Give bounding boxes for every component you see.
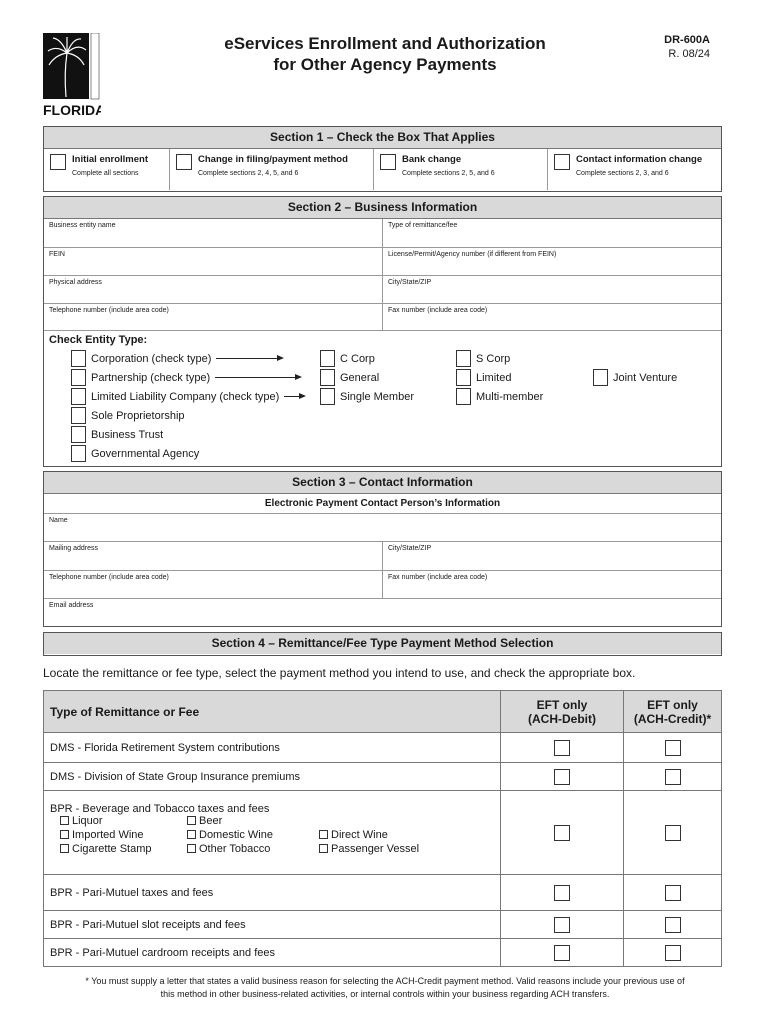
contact-city-field[interactable]: City/State/ZIP (382, 542, 721, 570)
ach-debit-checkbox[interactable] (554, 824, 570, 841)
ach-debit-checkbox[interactable] (554, 768, 570, 785)
table-row: BPR - Pari-Mutuel cardroom receipts and … (43, 938, 722, 967)
sub-passenger-vessel[interactable]: Passenger Vessel (319, 843, 439, 855)
entity-partnership[interactable]: Partnership (check type) (71, 369, 303, 386)
option-initial-enrollment[interactable]: Initial enrollment Complete all sections (44, 149, 169, 190)
table-row: DMS - Division of State Group Insurance … (43, 762, 722, 791)
section-4-title: Section 4 – Remittance/Fee Type Payment … (44, 633, 721, 654)
physical-address-field[interactable]: Physical address (49, 279, 102, 286)
entity-llc[interactable]: Limited Liability Company (check type) (71, 388, 307, 405)
entity-corporation[interactable]: Corporation (check type) (71, 350, 285, 367)
footnote: * You must supply a letter that states a… (85, 976, 685, 999)
section-1: Section 1 – Check the Box That Applies I… (43, 126, 722, 192)
fein-field[interactable]: FEIN (49, 251, 65, 258)
sub-imported-wine[interactable]: Imported Wine (60, 829, 187, 841)
type-c-corp[interactable]: C Corp (320, 350, 375, 367)
section-1-title: Section 1 – Check the Box That Applies (44, 127, 721, 149)
ach-debit-checkbox[interactable] (554, 739, 570, 756)
col-ach-debit: EFT only (ACH-Debit) (500, 690, 624, 733)
type-single-member[interactable]: Single Member (320, 388, 414, 405)
checkbox[interactable] (380, 154, 396, 170)
section-2: Section 2 – Business Information Busines… (43, 196, 722, 467)
remittance-table: Type of Remittance or Fee EFT only (ACH-D… (43, 690, 722, 967)
option-change-filing[interactable]: Change in filing/payment method Complete … (169, 149, 373, 190)
type-general[interactable]: General (320, 369, 379, 386)
option-bank-change[interactable]: Bank change Complete sections 2, 5, and 6 (373, 149, 547, 190)
type-multi-member[interactable]: Multi-member (456, 388, 543, 405)
section-4: Section 4 – Remittance/Fee Type Payment … (43, 632, 722, 656)
business-name-field[interactable]: Business entity name (49, 222, 116, 229)
ach-debit-checkbox[interactable] (554, 944, 570, 961)
ach-credit-checkbox[interactable] (664, 739, 681, 756)
logo-text: FLORIDA (43, 102, 101, 117)
col-ach-credit: EFT only (ACH-Credit)* (623, 690, 722, 733)
license-number-field[interactable]: License/Permit/Agency number (if differe… (382, 248, 721, 275)
contact-telephone-field[interactable]: Telephone number (include area code) (49, 574, 169, 581)
col-type: Type of Remittance or Fee (43, 690, 501, 733)
section-2-title: Section 2 – Business Information (44, 197, 721, 219)
section-3-subtitle: Electronic Payment Contact Person’s Info… (44, 494, 721, 514)
section-3-title: Section 3 – Contact Information (44, 472, 721, 494)
table-row: BPR - Pari-Mutuel slot receipts and fees (43, 910, 722, 939)
entity-governmental-agency[interactable]: Governmental Agency (71, 445, 199, 462)
table-row: DMS - Florida Retirement System contribu… (43, 732, 722, 763)
ach-debit-checkbox[interactable] (554, 916, 570, 933)
ach-credit-checkbox[interactable] (664, 884, 681, 901)
table-row: BPR - Pari-Mutuel taxes and fees (43, 874, 722, 911)
sub-cigarette-stamp[interactable]: Cigarette Stamp (60, 843, 187, 855)
table-row: BPR - Beverage and Tobacco taxes and fee… (43, 790, 722, 875)
entity-business-trust[interactable]: Business Trust (71, 426, 163, 443)
type-joint-venture[interactable]: Joint Venture (593, 369, 677, 386)
sub-liquor[interactable]: Liquor (60, 815, 187, 827)
type-limited[interactable]: Limited (456, 369, 511, 386)
mailing-address-field[interactable]: Mailing address (49, 545, 99, 552)
checkbox[interactable] (554, 154, 570, 170)
sub-beer[interactable]: Beer (187, 815, 319, 827)
entity-sole-proprietorship[interactable]: Sole Proprietorship (71, 407, 185, 424)
sub-other-tobacco[interactable]: Other Tobacco (187, 843, 319, 855)
sub-domestic-wine[interactable]: Domestic Wine (187, 829, 319, 841)
city-state-zip-field[interactable]: City/State/ZIP (382, 276, 721, 303)
page-title: eServices Enrollment and Authorization fo… (224, 34, 546, 74)
checkbox[interactable] (176, 154, 192, 170)
fax-field[interactable]: Fax number (include area code) (382, 304, 721, 330)
section-4-instruction: Locate the remittance or fee type, selec… (43, 666, 636, 680)
entity-type-area: Check Entity Type: Corporation (check ty… (44, 331, 721, 465)
contact-name-field[interactable]: Name (49, 517, 68, 524)
telephone-field[interactable]: Telephone number (include area code) (49, 307, 169, 314)
ach-credit-checkbox[interactable] (664, 944, 681, 961)
section-3: Section 3 – Contact Information Electron… (43, 471, 722, 627)
form-number: DR-600A R. 08/24 (664, 34, 710, 60)
checkbox[interactable] (50, 154, 66, 170)
type-s-corp[interactable]: S Corp (456, 350, 510, 367)
ach-credit-checkbox[interactable] (664, 768, 681, 785)
ach-credit-checkbox[interactable] (664, 824, 681, 841)
florida-dor-logo: FLORIDA (43, 32, 105, 118)
remittance-type-field[interactable]: Type of remittance/fee (382, 219, 721, 247)
option-contact-change[interactable]: Contact information change Complete secti… (547, 149, 721, 190)
email-field[interactable]: Email address (49, 602, 94, 609)
ach-credit-checkbox[interactable] (664, 916, 681, 933)
sub-direct-wine[interactable]: Direct Wine (319, 829, 439, 841)
ach-debit-checkbox[interactable] (554, 884, 570, 901)
entity-type-title: Check Entity Type: (49, 334, 148, 346)
contact-fax-field[interactable]: Fax number (include area code) (382, 571, 721, 598)
